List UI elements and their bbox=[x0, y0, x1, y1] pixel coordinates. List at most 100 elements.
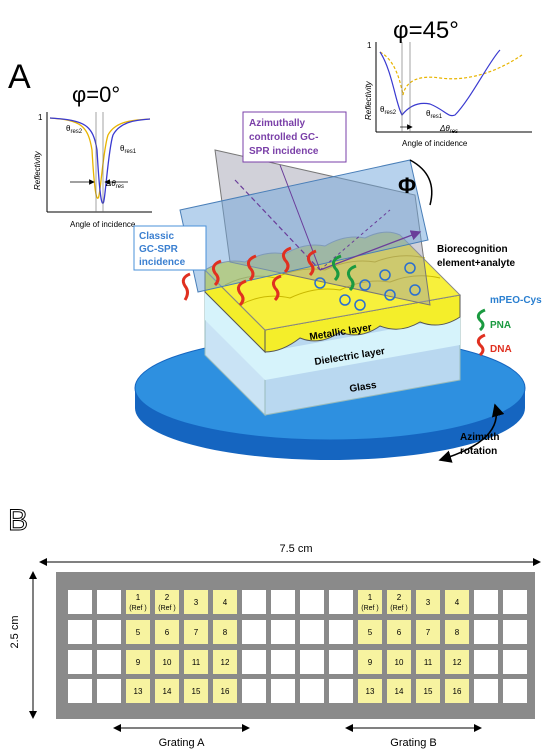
well bbox=[271, 590, 295, 614]
ref-label: (Ref ) bbox=[361, 605, 379, 612]
well bbox=[242, 650, 266, 674]
well-number: 8 bbox=[223, 628, 228, 637]
well-number: 6 bbox=[397, 628, 402, 637]
well-number: 4 bbox=[223, 598, 228, 607]
well bbox=[474, 620, 498, 644]
well-number: 3 bbox=[194, 598, 199, 607]
well-number: 12 bbox=[453, 658, 462, 667]
azimuthal-label: controlled GC- bbox=[249, 132, 318, 143]
ref-label: (Ref ) bbox=[390, 605, 408, 612]
legend-pna: PNA bbox=[490, 320, 511, 331]
curve bbox=[380, 50, 500, 116]
grating-label: Grating B bbox=[390, 737, 436, 749]
well bbox=[503, 620, 527, 644]
well-number: 10 bbox=[395, 658, 404, 667]
height-label: 2.5 cm bbox=[9, 615, 21, 648]
well-number: 13 bbox=[366, 687, 375, 696]
well-number: 16 bbox=[453, 687, 462, 696]
well bbox=[474, 650, 498, 674]
well bbox=[300, 620, 324, 644]
well bbox=[503, 679, 527, 703]
well-number: 13 bbox=[134, 687, 143, 696]
classic-label: Classic bbox=[139, 231, 174, 242]
well bbox=[300, 590, 324, 614]
theta-res2: θres2 bbox=[380, 105, 397, 116]
biorecognition: element+analyte bbox=[437, 258, 516, 269]
width-label: 7.5 cm bbox=[279, 543, 312, 555]
y-label: Reflectivity bbox=[364, 80, 373, 120]
well bbox=[474, 590, 498, 614]
well bbox=[329, 650, 353, 674]
well bbox=[68, 650, 92, 674]
well bbox=[329, 620, 353, 644]
theta-res1: θres1 bbox=[120, 144, 137, 155]
well bbox=[68, 679, 92, 703]
well-number: 1 bbox=[136, 593, 141, 602]
well bbox=[242, 620, 266, 644]
well-number: 8 bbox=[455, 628, 460, 637]
delta-theta: Δθres bbox=[439, 124, 458, 135]
well bbox=[97, 679, 121, 703]
azimuthal-label: SPR incidence bbox=[249, 146, 319, 157]
well bbox=[329, 590, 353, 614]
well bbox=[271, 650, 295, 674]
well-number: 12 bbox=[221, 658, 230, 667]
well-number: 10 bbox=[163, 658, 172, 667]
well-number: 9 bbox=[368, 658, 373, 667]
well-number: 16 bbox=[221, 687, 230, 696]
well-number: 7 bbox=[194, 628, 199, 637]
inset-right: φ=45° 1 Reflectivity Angle of incidence … bbox=[364, 17, 532, 148]
legend-mpeo: mPEO-Cys bbox=[490, 295, 542, 306]
y-max: 1 bbox=[367, 41, 372, 50]
y-label: Reflectivity bbox=[33, 150, 42, 190]
rotation-label: rotation bbox=[460, 446, 497, 457]
well-number: 14 bbox=[163, 687, 172, 696]
curve bbox=[380, 52, 522, 95]
well-number: 2 bbox=[397, 593, 402, 602]
well-number: 11 bbox=[192, 658, 201, 667]
well bbox=[503, 590, 527, 614]
well-number: 2 bbox=[165, 593, 170, 602]
inset-title: φ=0° bbox=[72, 82, 120, 107]
well bbox=[97, 620, 121, 644]
well bbox=[97, 590, 121, 614]
ref-label: (Ref ) bbox=[129, 605, 147, 612]
classic-label: incidence bbox=[139, 257, 186, 268]
well bbox=[68, 590, 92, 614]
panel-label: B bbox=[8, 504, 28, 537]
inset-title: φ=45° bbox=[393, 17, 459, 44]
x-label: Angle of incidence bbox=[402, 139, 468, 148]
well-number: 5 bbox=[368, 628, 373, 637]
well bbox=[503, 650, 527, 674]
grating-label: Grating A bbox=[159, 737, 206, 749]
legend-dna: DNA bbox=[490, 344, 512, 355]
well-number: 9 bbox=[136, 658, 141, 667]
well bbox=[68, 620, 92, 644]
classic-label: GC-SPR bbox=[139, 244, 179, 255]
well-number: 15 bbox=[424, 687, 433, 696]
rotation-label: Azimuth bbox=[460, 432, 499, 443]
well bbox=[271, 679, 295, 703]
well bbox=[242, 679, 266, 703]
well bbox=[474, 679, 498, 703]
inset-left: φ=0° 1 Reflectivity Angle of incidence θ… bbox=[33, 82, 152, 229]
x-label: Angle of incidence bbox=[70, 220, 136, 229]
legend-dna-icon bbox=[478, 335, 485, 355]
panel-label: A bbox=[8, 58, 31, 96]
well bbox=[271, 620, 295, 644]
legend-pna-icon bbox=[478, 310, 485, 330]
well bbox=[97, 650, 121, 674]
well bbox=[300, 650, 324, 674]
well bbox=[242, 590, 266, 614]
curve bbox=[50, 118, 150, 203]
figure: A φ=0° 1 Reflectivity Angle of incidence… bbox=[0, 0, 552, 751]
well-number: 15 bbox=[192, 687, 201, 696]
well-number: 11 bbox=[424, 658, 433, 667]
phi: Φ bbox=[398, 173, 416, 198]
well-number: 5 bbox=[136, 628, 141, 637]
well-number: 6 bbox=[165, 628, 170, 637]
delta-theta: Δθres bbox=[105, 179, 124, 190]
y-max: 1 bbox=[38, 113, 43, 122]
well-number: 4 bbox=[455, 598, 460, 607]
well-number: 3 bbox=[426, 598, 431, 607]
